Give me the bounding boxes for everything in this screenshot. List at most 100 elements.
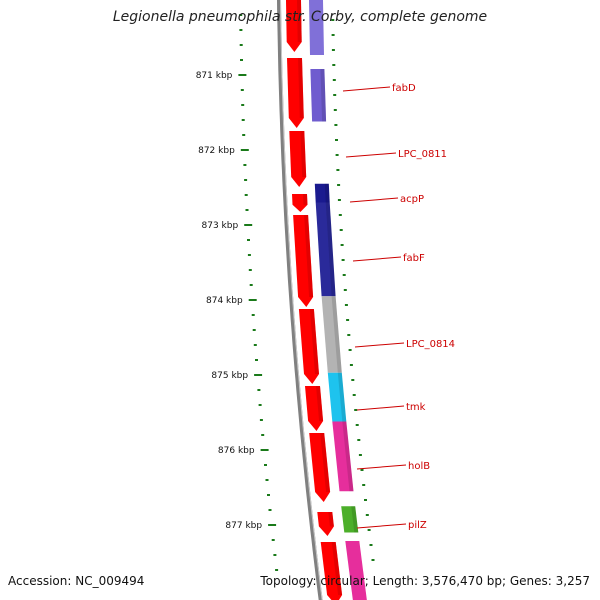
gene-label-leader [356,464,407,470]
gene-block-shade [331,296,342,373]
gene-track-tick [357,439,361,441]
gene-block-shade [351,506,359,533]
gene-track-tick [371,559,375,561]
minor-tick [268,509,272,511]
gene-track-tick [358,454,362,456]
major-tick-marks: 871 kbp 872 kbp 873 kbp 874 kbp 875 kbp 876 k… [196,71,277,531]
minor-tick [244,194,248,196]
minor-tick [244,179,248,181]
gene-label-holb: holB [408,461,430,472]
genome-backbone [276,0,323,600]
gene-track-tick [352,394,356,396]
gene-track-tick [349,364,353,366]
minor-tick [273,554,277,556]
gene-track-tick [335,154,339,156]
major-tick-label: 872 kbp [198,146,235,156]
gene-track-tick [334,124,338,126]
major-tick-label: 873 kbp [202,221,239,231]
feature-arrow [287,58,304,128]
gene-track-tick [354,409,358,411]
gene-block-partial [345,541,367,600]
minor-tick [247,254,251,256]
gene-track [308,0,367,600]
gene-label-leader [356,523,407,529]
minor-tick [239,14,243,16]
gene-label-fabd: fabD [392,83,416,94]
major-tick-label: 875 kbp [211,371,248,381]
gene-block-partial [308,0,324,55]
minor-tick [264,464,267,466]
gene-label-lpc_0811: LPC_0811 [398,149,447,160]
gene-track-tick [346,319,350,321]
minor-tick [239,44,243,46]
minor-tick [240,89,244,91]
gene-track-tick [332,64,336,66]
major-tick-label: 871 kbp [196,71,233,81]
feature-arrow-shade [309,309,319,374]
gene-block-shade [324,183,330,203]
feature-arrow-shade [304,215,314,297]
gene-track-tick [338,214,342,216]
gene-track-tick [331,19,335,21]
minor-tick [245,209,249,211]
gene-track-tick [331,34,335,36]
major-tick [248,299,257,301]
feature-arrow [292,194,308,212]
feature-arrow-shade [320,433,331,492]
gene-label-acpp: acpP [400,194,424,205]
backbone-highlight [279,0,323,600]
minor-tick [255,359,258,361]
major-tick [260,449,269,451]
minor-tick [252,329,256,331]
gene-block-shade [325,202,336,297]
gene-block [310,69,327,122]
minor-tick [271,539,275,541]
gene-track-tick [347,334,351,336]
gene-track-tick [340,244,344,246]
gene-label-lpc_0814: LPC_0814 [406,339,455,350]
minor-tick [242,134,246,136]
gene-track-tick [343,289,347,291]
minor-tick [249,284,253,286]
genome-summary: Topology: circular; Length: 3,576,470 bp… [260,574,590,588]
minor-tick [241,119,245,121]
minor-tick [240,59,243,61]
major-tick [238,74,247,76]
gene-track-tick [364,499,367,501]
gene-track-tick [351,379,355,381]
gene-block [341,506,359,533]
gene-label-leader [349,197,399,203]
feature-arrow-shade [300,131,307,177]
gene-label-leader [356,405,405,411]
feature-arrow [317,512,334,536]
gene-track-tick [341,259,345,261]
gene-track-tick [339,229,343,231]
feature-arrow [320,542,343,600]
feature-arrow-shade [298,58,304,118]
feature-arrow [309,433,331,502]
gene-block [321,296,342,373]
feature-arrow-shade [303,194,308,205]
gene-track-tick [331,49,335,51]
major-tick [268,524,277,526]
minor-tick [241,104,245,106]
gene-block-shade [337,372,347,422]
minor-tick [258,404,262,406]
accession-label: Accession: NC_009494 [8,574,145,588]
feature-arrow [289,131,307,187]
feature-arrow-shade [316,386,324,421]
gene-track-tick [337,184,341,186]
minor-tick [251,314,255,316]
major-tick-label: 874 kbp [206,296,243,306]
feature-arrow-shade [331,542,343,595]
gene-block [315,202,336,297]
minor-tick [267,494,270,496]
feature-track [285,0,343,600]
minor-tick [261,434,265,436]
gene-track-tick [348,349,352,351]
gene-track-tick [344,304,348,306]
gene-track-tick [333,94,337,96]
gene-block-shade [342,421,354,492]
gene-label-pilz: pilZ [408,520,427,531]
